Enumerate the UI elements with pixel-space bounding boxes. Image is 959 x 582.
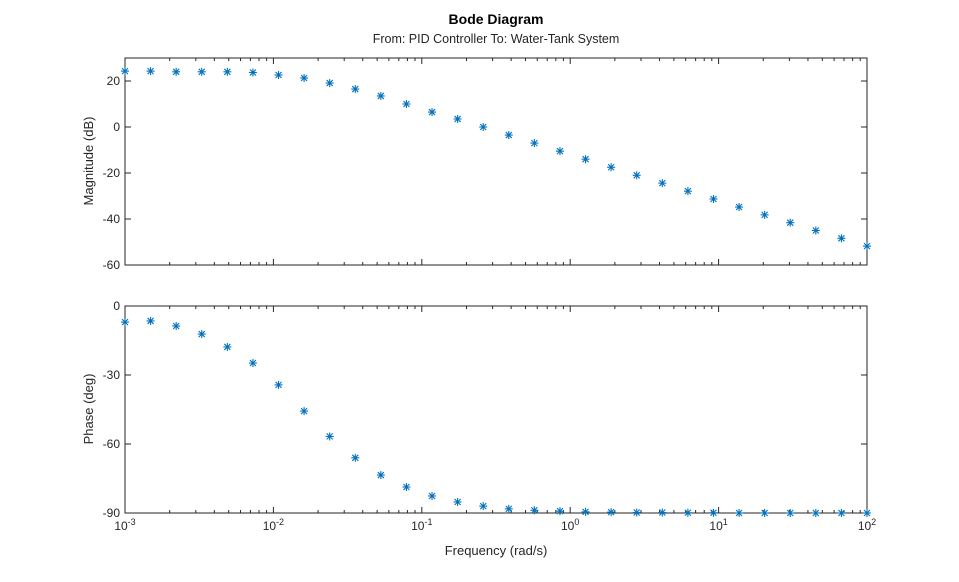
phase-data-point: [223, 342, 232, 351]
phase-data-point: [300, 407, 309, 416]
y-tick-label: 20: [107, 74, 121, 88]
magnitude-panel: 20 0 -20 -40 -60: [103, 57, 871, 272]
phase-data-point: [760, 509, 769, 517]
magnitude-data-point: [300, 74, 309, 83]
phase-data-point: [376, 471, 385, 480]
y-tick-label: -20: [103, 166, 121, 180]
magnitude-data-point: [683, 187, 692, 196]
phase-data-point: [197, 330, 206, 339]
phase-data-point: [479, 502, 488, 511]
y-tick-label: -90: [103, 506, 121, 520]
y-tick-label: -30: [103, 368, 121, 382]
magnitude-data-point: [530, 139, 539, 148]
x-axis-label: Frequency (rad/s): [445, 543, 548, 558]
magnitude-data-point: [555, 147, 564, 156]
magnitude-data-point: [658, 179, 667, 188]
phase-data-point: [837, 509, 846, 517]
phase-data-point: [658, 508, 667, 517]
phase-data-point: [683, 508, 692, 517]
magnitude-data-point: [709, 194, 718, 203]
magnitude-data-point: [632, 171, 641, 180]
phase-y-label: Phase (deg): [81, 374, 96, 445]
phase-data-point: [735, 509, 744, 517]
y-tick-label: -60: [103, 437, 121, 451]
phase-axes-box: [124, 305, 868, 514]
magnitude-data-point: [735, 203, 744, 212]
phase-data-point: [248, 359, 257, 368]
magnitude-data-point: [607, 163, 616, 172]
phase-data-point: [709, 508, 718, 517]
phase-data-point: [786, 509, 795, 517]
chart-subtitle: From: PID Controller To: Water-Tank Syst…: [373, 32, 620, 46]
phase-data-point: [504, 504, 513, 513]
magnitude-data-point: [760, 210, 769, 219]
phase-data-point: [121, 318, 129, 327]
magnitude-data-point: [197, 67, 206, 76]
magnitude-data-point: [172, 67, 181, 76]
x-tick-label: 10-3: [114, 517, 135, 533]
phase-data-point: [581, 507, 590, 516]
magnitude-data-point: [146, 67, 155, 76]
magnitude-data-point: [581, 155, 590, 164]
phase-data-point: [607, 508, 616, 517]
magnitude-data-point: [376, 91, 385, 100]
magnitude-data-point: [248, 68, 257, 77]
magnitude-data-point: [274, 71, 283, 80]
y-tick-label: -60: [103, 258, 121, 272]
phase-data-point: [172, 322, 181, 331]
magnitude-data-point: [402, 100, 411, 108]
magnitude-data-point: [479, 123, 488, 131]
y-tick-label: 0: [113, 120, 120, 134]
magnitude-data-point: [786, 218, 795, 227]
magnitude-data-point: [453, 114, 462, 123]
x-tick-label: 10-1: [411, 517, 432, 533]
phase-data-point: [555, 507, 564, 516]
chart-title: Bode Diagram: [449, 11, 544, 27]
x-tick-label: 10-2: [263, 517, 284, 533]
phase-data-point: [453, 497, 462, 506]
magnitude-y-label: Magnitude (dB): [81, 117, 96, 206]
magnitude-data-point: [325, 79, 334, 88]
magnitude-data-point: [351, 85, 360, 94]
phase-data-point: [863, 509, 871, 517]
phase-data-point: [274, 380, 283, 389]
phase-data-point: [325, 432, 334, 441]
x-tick-label: 101: [709, 517, 727, 533]
magnitude-data-point: [504, 131, 513, 140]
magnitude-data-point: [428, 108, 437, 117]
x-tick-label: 100: [561, 517, 579, 533]
phase-data-point: [811, 509, 820, 517]
x-tick-label: 102: [858, 517, 876, 533]
magnitude-data-point: [837, 234, 846, 243]
magnitude-data-point: [223, 67, 232, 76]
y-tick-label: -40: [103, 212, 121, 226]
phase-data-point: [146, 316, 155, 325]
magnitude-data-point: [121, 67, 129, 76]
phase-data-point: [428, 491, 437, 500]
phase-data-point: [402, 483, 411, 492]
phase-data-point: [351, 453, 360, 462]
phase-data-point: [530, 506, 539, 515]
magnitude-data-point: [811, 226, 820, 235]
y-tick-label: 0: [113, 299, 120, 313]
magnitude-data-point: [863, 242, 871, 251]
magnitude-axes-box: [124, 57, 868, 266]
phase-panel: 0 -30 -60 -90: [103, 299, 871, 520]
phase-data-point: [632, 508, 641, 517]
